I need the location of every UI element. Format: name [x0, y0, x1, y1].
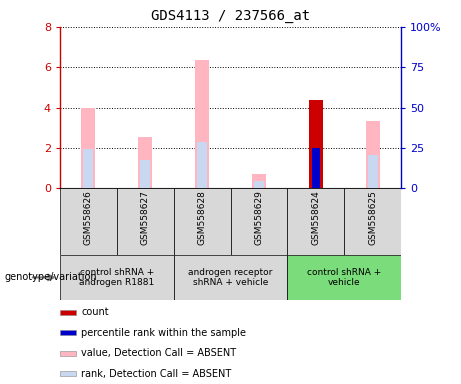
- Bar: [366, 121, 380, 188]
- Text: value, Detection Call = ABSENT: value, Detection Call = ABSENT: [81, 348, 236, 358]
- Bar: [60, 351, 77, 356]
- Text: GSM558627: GSM558627: [141, 190, 150, 245]
- Text: genotype/variation: genotype/variation: [5, 272, 97, 283]
- Text: androgen receptor
shRNA + vehicle: androgen receptor shRNA + vehicle: [188, 268, 273, 287]
- Bar: [309, 101, 323, 188]
- Bar: [344, 188, 401, 255]
- Bar: [140, 160, 150, 188]
- Bar: [230, 188, 287, 255]
- Bar: [174, 255, 287, 300]
- Bar: [197, 142, 207, 188]
- Bar: [252, 174, 266, 188]
- Bar: [117, 188, 174, 255]
- Bar: [287, 188, 344, 255]
- Bar: [138, 137, 152, 188]
- Text: GSM558629: GSM558629: [254, 190, 263, 245]
- Text: GSM558625: GSM558625: [368, 190, 377, 245]
- Text: control shRNA +
vehicle: control shRNA + vehicle: [307, 268, 381, 287]
- Text: control shRNA +
androgen R1881: control shRNA + androgen R1881: [79, 268, 154, 287]
- Text: GSM558628: GSM558628: [198, 190, 207, 245]
- Text: GSM558626: GSM558626: [84, 190, 93, 245]
- Text: rank, Detection Call = ABSENT: rank, Detection Call = ABSENT: [81, 369, 231, 379]
- Bar: [60, 310, 77, 315]
- Bar: [195, 60, 209, 188]
- Bar: [287, 255, 401, 300]
- Bar: [83, 149, 93, 188]
- Bar: [254, 181, 264, 188]
- Bar: [60, 371, 77, 376]
- Title: GDS4113 / 237566_at: GDS4113 / 237566_at: [151, 9, 310, 23]
- Text: GSM558624: GSM558624: [311, 190, 320, 245]
- Bar: [60, 188, 117, 255]
- Bar: [368, 155, 378, 188]
- Bar: [174, 188, 230, 255]
- Text: count: count: [81, 307, 109, 317]
- Bar: [60, 330, 77, 335]
- Bar: [60, 255, 174, 300]
- Text: percentile rank within the sample: percentile rank within the sample: [81, 328, 246, 338]
- Bar: [81, 108, 95, 188]
- Bar: [312, 148, 319, 188]
